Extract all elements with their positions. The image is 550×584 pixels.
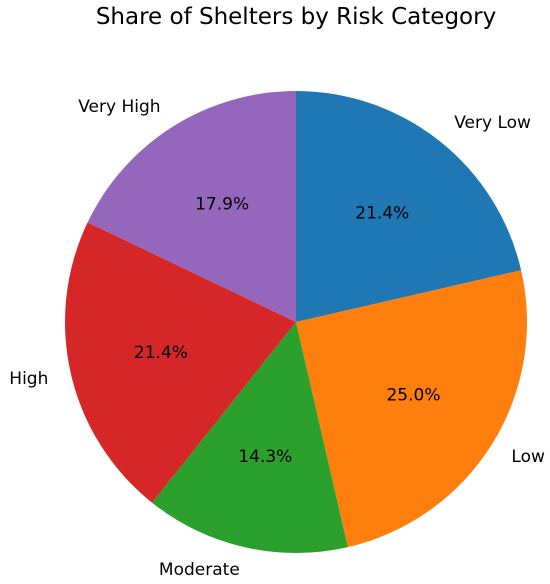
chart-title: Share of Shelters by Risk Category — [96, 4, 496, 30]
pie-slice-moderate — [152, 322, 348, 553]
pie-slices — [65, 91, 527, 553]
slice-labels: Very Low 21.4% Low 25.0% Moderate 14.3% High 21… — [9, 97, 545, 580]
pie-slice-very-high — [87, 91, 296, 322]
slice-percent-moderate: 14.3% — [238, 447, 292, 467]
slice-label-low: Low — [511, 447, 545, 467]
pie-slice-high — [65, 222, 296, 503]
slice-percent-very-low: 21.4% — [355, 204, 409, 224]
slice-label-very-low: Very Low — [454, 113, 531, 133]
slice-label-very-high: Very High — [78, 97, 160, 117]
slice-percent-very-high: 17.9% — [195, 195, 249, 215]
pie-slice-very-low — [296, 91, 522, 322]
slice-percent-high: 21.4% — [134, 343, 188, 363]
slice-label-high: High — [9, 369, 48, 389]
slice-percent-low: 25.0% — [386, 386, 440, 406]
pie-slice-low — [296, 270, 527, 548]
slice-label-moderate: Moderate — [159, 560, 240, 580]
